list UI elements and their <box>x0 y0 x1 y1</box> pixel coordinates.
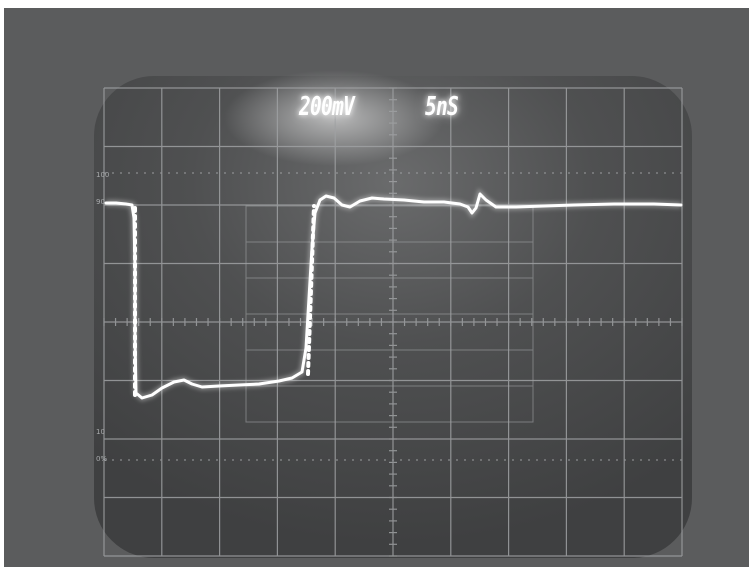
readout-glow <box>224 70 444 166</box>
waveform-trace <box>104 188 683 402</box>
label-90-percent: 90 <box>96 198 105 206</box>
label-10-percent: 10 <box>96 428 105 436</box>
time-per-div-readout: 5nS <box>425 92 459 122</box>
volts-per-div-readout: 200mV <box>299 92 355 122</box>
oscilloscope-photo: 200mV 5nS 100 90 10 0% <box>4 8 749 567</box>
measurement-box <box>245 205 534 423</box>
graticule <box>103 87 683 557</box>
label-0-percent: 0% <box>96 455 108 463</box>
oscilloscope-screen <box>94 70 692 558</box>
label-100-percent: 100 <box>96 171 110 179</box>
